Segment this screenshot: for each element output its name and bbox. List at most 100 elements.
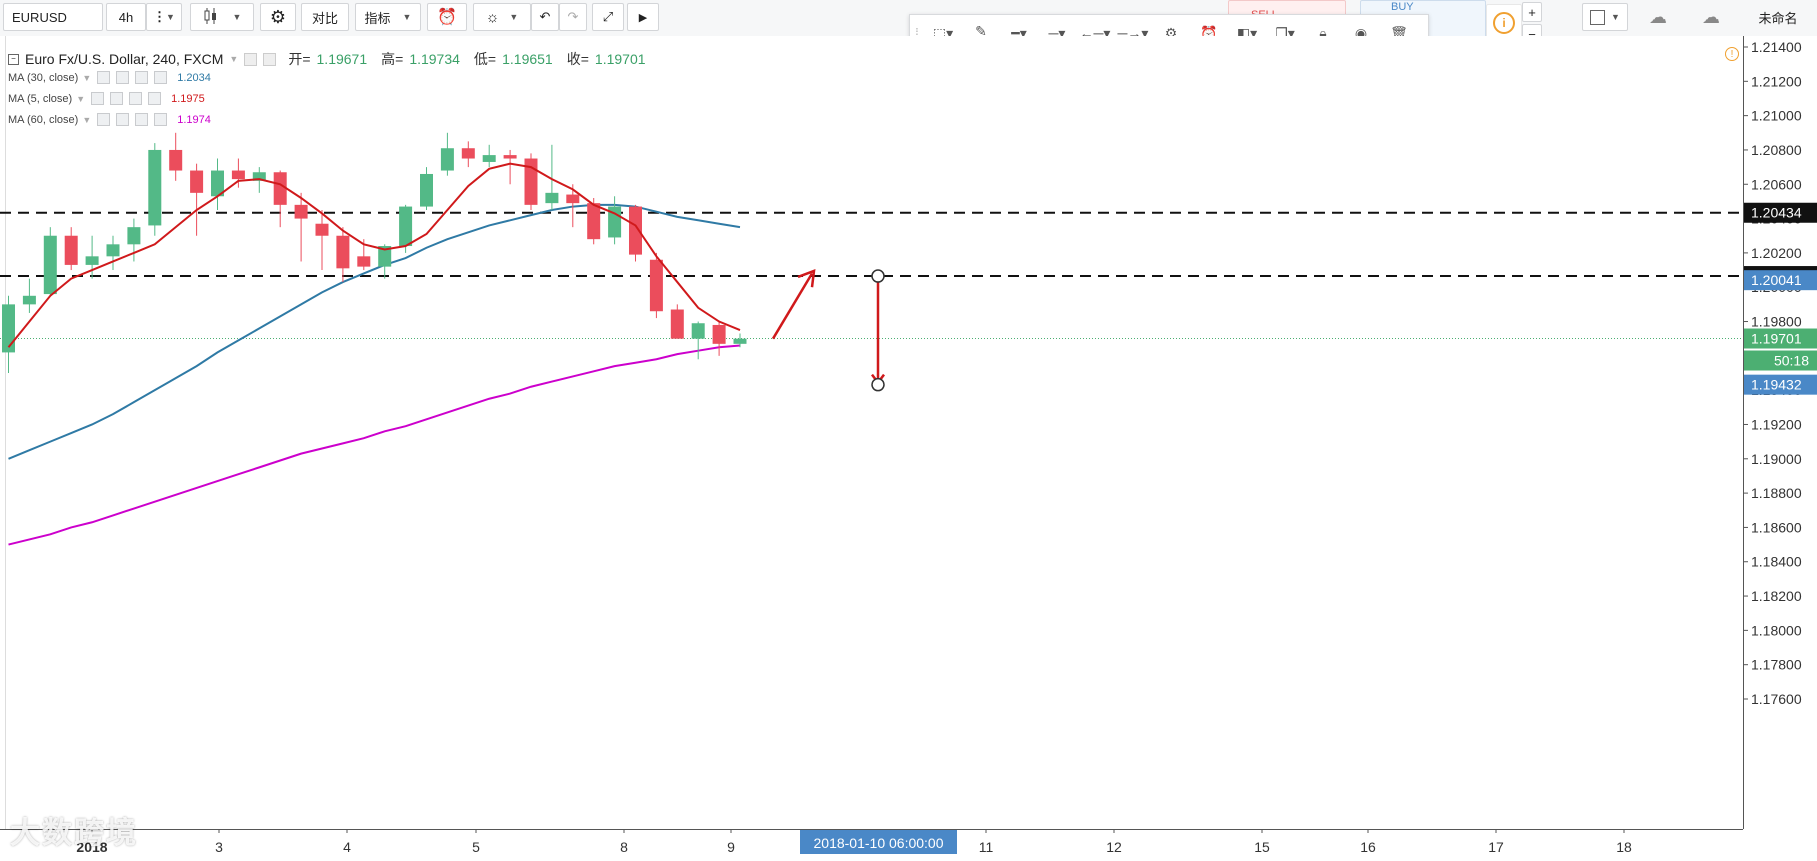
- alert-button[interactable]: ⏰: [427, 3, 467, 31]
- hide-icon[interactable]: [263, 52, 277, 66]
- candle-body[interactable]: [712, 324, 726, 344]
- gear-icon[interactable]: [110, 92, 124, 105]
- anchor-handle[interactable]: [871, 269, 885, 283]
- candle-body[interactable]: [503, 155, 517, 159]
- fullscreen-button[interactable]: ⤢: [592, 3, 624, 31]
- candle-body[interactable]: [649, 259, 663, 312]
- candle-body[interactable]: [566, 194, 580, 204]
- candle-body[interactable]: [440, 148, 454, 171]
- candle-body[interactable]: [357, 256, 371, 267]
- time-tick-label: 4: [343, 839, 351, 855]
- candle-body[interactable]: [148, 149, 162, 226]
- lock-button[interactable]: 🔒︎: [1304, 15, 1342, 51]
- candle-body[interactable]: [733, 338, 747, 344]
- candle-body[interactable]: [336, 235, 350, 269]
- template-button[interactable]: ☼ ▼: [473, 3, 531, 31]
- eye-icon[interactable]: [97, 71, 111, 84]
- indicator-legend-ma60[interactable]: MA (60, close) ▼ 1.1974: [8, 113, 211, 126]
- price-badge: [1744, 202, 1817, 223]
- candle-body[interactable]: [482, 155, 496, 162]
- drag-handle[interactable]: ⁞: [910, 15, 924, 51]
- alarm-clock-icon: ⏰: [437, 9, 457, 26]
- interval-selector[interactable]: 4h: [106, 3, 146, 31]
- candle-body[interactable]: [169, 149, 183, 171]
- candle-body[interactable]: [85, 256, 99, 265]
- eye-icon[interactable]: [97, 113, 111, 126]
- eye-icon[interactable]: [91, 92, 105, 105]
- price-axis[interactable]: [1743, 36, 1817, 861]
- anchor-handle[interactable]: [871, 377, 885, 392]
- layout-name-button[interactable]: 未命名: [1742, 3, 1814, 31]
- candle-body[interactable]: [127, 227, 141, 245]
- trend-arrow-line[interactable]: [771, 272, 814, 340]
- candle-body[interactable]: [294, 204, 308, 219]
- candle-body[interactable]: [190, 170, 204, 193]
- undo-button[interactable]: ↶: [531, 3, 559, 31]
- info-button[interactable]: i: [1486, 4, 1522, 42]
- layout-button[interactable]: ▼: [1582, 3, 1628, 31]
- fullscreen-icon: ⤢: [602, 9, 614, 24]
- cloud-save-button[interactable]: ☁: [1686, 3, 1736, 31]
- symbol-search[interactable]: EURUSD: [3, 3, 103, 31]
- candlestick-icon: [203, 7, 219, 28]
- candle-body[interactable]: [399, 206, 413, 247]
- cloud-load-button[interactable]: ☁: [1634, 3, 1682, 31]
- cloud-download-icon: ☁: [1649, 6, 1667, 27]
- indicator-label: MA (5, close): [8, 92, 73, 105]
- time-tick-label: 8: [620, 839, 628, 855]
- chart-style-button[interactable]: ▼: [190, 3, 254, 31]
- price-tick-label: 1.18400: [1751, 554, 1802, 570]
- candle-body[interactable]: [231, 170, 245, 180]
- ma5-line[interactable]: [7, 162, 741, 348]
- zoom-in-button[interactable]: +: [1522, 2, 1542, 22]
- candle-body[interactable]: [252, 172, 266, 181]
- compare-button[interactable]: 对比: [301, 3, 349, 31]
- candle-body[interactable]: [587, 203, 601, 240]
- interval-menu-button[interactable]: ⋮ ▼: [146, 3, 182, 31]
- chevron-down-icon[interactable]: ▼: [76, 93, 86, 104]
- countdown-badge: [1744, 350, 1817, 371]
- gear-icon[interactable]: [116, 71, 130, 84]
- candle-body[interactable]: [629, 206, 642, 255]
- candle-body[interactable]: [670, 309, 684, 339]
- indicator-legend-ma5[interactable]: MA (5, close) ▼ 1.1975: [8, 92, 205, 105]
- indicator-legend-ma30[interactable]: MA (30, close) ▼ 1.2034: [8, 71, 211, 84]
- candle-body[interactable]: [378, 246, 392, 267]
- redo-button[interactable]: ↷: [559, 3, 587, 31]
- candle-body[interactable]: [315, 223, 329, 236]
- plus-icon[interactable]: [135, 71, 149, 84]
- candle-body[interactable]: [2, 304, 15, 353]
- price-chart[interactable]: 1.21400 1.21200 1.21000 1.20800 1.20600 1.204…: [0, 36, 1817, 861]
- candle-body[interactable]: [43, 235, 57, 295]
- close-icon[interactable]: [148, 92, 162, 105]
- chevron-down-icon[interactable]: ▼: [229, 54, 239, 64]
- chevron-down-icon[interactable]: ▼: [82, 72, 92, 83]
- replay-button[interactable]: ▶: [627, 3, 659, 31]
- candle-body[interactable]: [211, 170, 224, 197]
- candle-body[interactable]: [461, 148, 475, 159]
- collapse-icon[interactable]: −: [8, 53, 19, 65]
- chevron-down-icon[interactable]: ▼: [82, 114, 92, 125]
- candle-body[interactable]: [691, 323, 705, 339]
- candle-body[interactable]: [273, 172, 287, 205]
- ma30-line[interactable]: [8, 203, 741, 460]
- instrument-name[interactable]: Euro Fx/U.S. Dollar, 240, FXCM: [25, 51, 224, 67]
- ma60-line[interactable]: [8, 344, 741, 546]
- settings-button[interactable]: ⚙: [260, 3, 296, 31]
- gear-icon[interactable]: [116, 113, 130, 126]
- plus-icon[interactable]: [129, 92, 143, 105]
- candle-body[interactable]: [22, 295, 36, 305]
- candle-body[interactable]: [64, 235, 78, 265]
- time-tick-label: 11: [979, 839, 994, 855]
- close-icon[interactable]: [154, 113, 168, 126]
- settings-icon[interactable]: [244, 52, 258, 66]
- low-value: 1.19651: [502, 51, 553, 67]
- indicators-button[interactable]: 指标 ▼: [355, 3, 421, 31]
- candle-body[interactable]: [106, 244, 120, 257]
- candle-body[interactable]: [545, 192, 559, 204]
- close-icon[interactable]: [154, 71, 168, 84]
- warning-icon[interactable]: !: [1725, 47, 1739, 61]
- plus-icon[interactable]: [135, 113, 149, 126]
- candle-body[interactable]: [420, 173, 433, 207]
- time-tick-label: 15: [1254, 839, 1270, 855]
